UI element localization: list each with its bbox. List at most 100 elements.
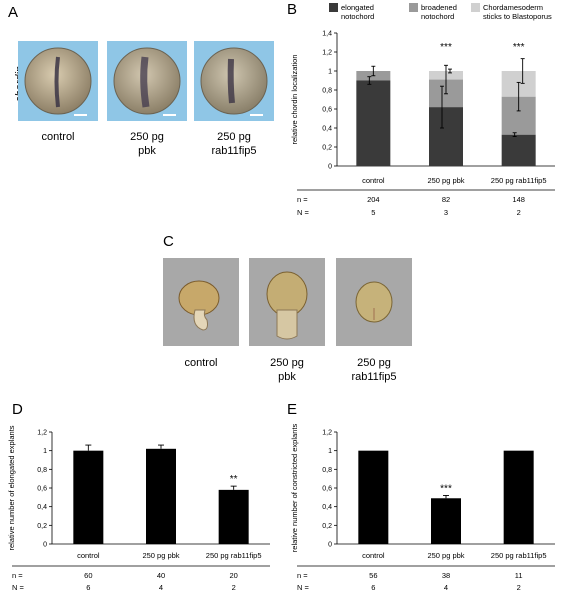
explant-photo-control	[163, 258, 239, 346]
y-tick-label: 1,2	[322, 50, 332, 57]
bar-d-c1	[146, 448, 176, 544]
n-value: 38	[442, 571, 450, 580]
category-label: 250 pg rab11fip5	[491, 551, 547, 560]
n-row-label: n =	[297, 571, 308, 580]
caption-a-rab11fip5: 250 pg rab11fip5	[211, 131, 257, 157]
category-label: 250 pg pbk	[427, 176, 464, 185]
y-tick-label: 1,4	[322, 31, 332, 38]
y-tick-label: 0	[328, 542, 332, 549]
y-tick-label: 1	[328, 69, 332, 76]
category-label: control	[362, 551, 385, 560]
y-tick-label: 1	[43, 448, 47, 455]
bar-b-s0-c1	[429, 107, 463, 166]
n-row-label: n =	[297, 195, 308, 204]
y-tick-label: 0,4	[37, 504, 47, 511]
category-label: 250 pg rab11fip5	[491, 176, 547, 185]
N-row-label: N =	[12, 583, 25, 592]
y-tick-label: 1,2	[37, 430, 47, 437]
legend-swatch-0	[329, 3, 338, 12]
explant-pbk-image	[266, 271, 308, 340]
y-tick-label: 0,6	[322, 107, 332, 114]
panel-letter-d: D	[12, 401, 23, 418]
y-tick-label: 0,2	[322, 145, 332, 152]
category-label: 250 pg rab11fip5	[206, 551, 262, 560]
y-tick-label: 0,2	[37, 523, 47, 530]
bar-e-c1	[431, 498, 461, 544]
significance-marker: ***	[440, 483, 452, 494]
n-value: 82	[442, 195, 450, 204]
bar-b-s0-c2	[501, 134, 536, 166]
significance-marker: **	[230, 474, 238, 485]
embryo-photo-rab11fip5	[194, 41, 274, 121]
n-value: 11	[515, 571, 523, 580]
y-tick-label: 0,8	[37, 467, 47, 474]
y-tick-label: 0,2	[322, 523, 332, 530]
caption-a-control: control	[41, 131, 75, 143]
y-tick-label: 0,8	[322, 467, 332, 474]
y-tick-label: 0,4	[322, 504, 332, 511]
bar-e-c2	[503, 450, 534, 544]
panel-letter-a: A	[8, 4, 19, 21]
category-label: 250 pg pbk	[427, 551, 464, 560]
category-label: control	[77, 551, 100, 560]
y-tick-label: 0,4	[322, 126, 332, 133]
y-tick-label: 1,2	[322, 430, 332, 437]
panel-letter-c: C	[163, 233, 174, 250]
category-label: control	[362, 176, 385, 185]
y-axis-label: relative number of constricted explants	[290, 424, 299, 553]
bar-d-c2	[218, 489, 249, 544]
y-tick-label: 0	[328, 164, 332, 171]
caption-c-rab11fip5: 250 pg rab11fip5	[351, 357, 397, 383]
N-row-label: N =	[297, 583, 310, 592]
legend-label-1: notochord	[421, 12, 454, 21]
embryo-photo-pbk	[107, 41, 187, 121]
n-row-label: n =	[12, 571, 23, 580]
caption-a-pbk: 250 pg pbk	[130, 131, 164, 157]
legend-label-2: sticks to Blastoporus	[483, 12, 552, 21]
y-tick-label: 0,6	[322, 486, 332, 493]
y-tick-label: 0	[43, 542, 47, 549]
bar-b-s0-c0	[356, 80, 391, 166]
N-value: 2	[517, 208, 521, 217]
panel-letter-b: B	[287, 1, 297, 18]
y-axis-label: relative chordin localization	[290, 54, 299, 144]
legend-swatch-1	[409, 3, 418, 12]
N-value: 6	[371, 583, 375, 592]
N-value: 4	[159, 583, 163, 592]
caption-c-control: control	[184, 357, 218, 369]
n-value: 20	[229, 571, 237, 580]
y-tick-label: 0,8	[322, 88, 332, 95]
n-value: 148	[512, 195, 525, 204]
n-value: 60	[84, 571, 92, 580]
N-value: 4	[444, 583, 448, 592]
N-row-label: N =	[297, 208, 310, 217]
explant-photo-rab11fip5	[336, 258, 412, 346]
significance-marker: ***	[513, 42, 525, 53]
significance-marker: ***	[440, 42, 452, 53]
legend-swatch-2	[471, 3, 480, 12]
n-value: 40	[157, 571, 165, 580]
explant-control-image	[178, 280, 220, 331]
legend-label-0: notochord	[341, 12, 374, 21]
embryo-pbk-image	[113, 47, 181, 116]
category-label: 250 pg pbk	[142, 551, 179, 560]
y-tick-label: 0,6	[37, 486, 47, 493]
n-value: 56	[369, 571, 377, 580]
y-axis-label: relative number of elongated explants	[7, 425, 16, 550]
N-value: 2	[517, 583, 521, 592]
chart-d: D 0 0,2 0,4 0,6 0,8 1 1,2 relative number of elo…	[7, 401, 270, 592]
bar-d-c0	[73, 450, 104, 544]
embryo-rab11fip5-image	[200, 47, 268, 116]
bar-e-c0	[358, 450, 389, 544]
legend-label-1: broadened	[421, 3, 457, 12]
embryo-control-image	[24, 47, 92, 116]
caption-c-pbk: 250 pg pbk	[270, 357, 304, 383]
N-value: 2	[232, 583, 236, 592]
N-value: 3	[444, 208, 448, 217]
N-value: 6	[86, 583, 90, 592]
chart-e: E 0 0,2 0,4 0,6 0,8 1 1,2 relative number of con…	[287, 401, 555, 592]
panel-letter-e: E	[287, 401, 297, 418]
explant-rab11fip5-image	[355, 281, 393, 323]
embryo-photo-control	[18, 41, 98, 121]
y-tick-label: 1	[328, 448, 332, 455]
